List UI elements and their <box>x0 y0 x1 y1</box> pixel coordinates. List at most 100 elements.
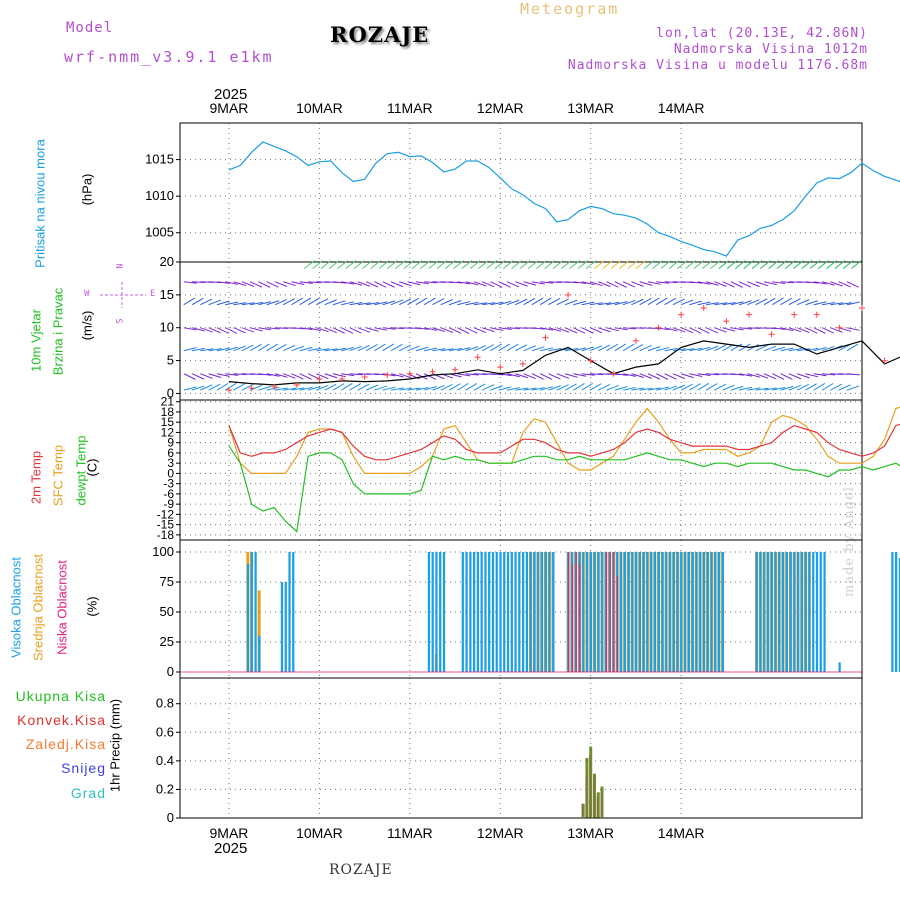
wind-barb <box>589 383 602 391</box>
high-cloud-bar <box>785 552 788 672</box>
wind-barb <box>664 385 678 391</box>
high-cloud-bar <box>250 552 253 672</box>
wind-barb <box>573 373 587 377</box>
wind-barb <box>216 300 230 306</box>
high-cloud-bar <box>514 552 517 672</box>
wind-barb <box>507 327 521 330</box>
wind-barb <box>805 327 818 334</box>
wind-barb <box>564 373 578 378</box>
y-tick-label: 0.6 <box>156 724 174 739</box>
wind-barb <box>332 281 346 284</box>
wind-gust-marker <box>881 357 888 364</box>
wind-barb <box>735 260 746 269</box>
wind-barb <box>705 373 720 376</box>
wind-barb <box>730 327 744 331</box>
wind-barb <box>738 281 752 288</box>
panel-frame <box>179 399 863 541</box>
wind-barb <box>407 281 421 286</box>
wind-barb <box>357 327 371 333</box>
wind-barb <box>788 348 802 352</box>
wind-barb <box>631 298 644 306</box>
wind-barb <box>813 301 827 306</box>
wind-barb <box>241 302 255 306</box>
wind-barb <box>519 260 531 269</box>
wind-barb <box>747 281 760 288</box>
wind-barb <box>448 383 461 391</box>
wind-barb <box>614 373 628 376</box>
wind-barb <box>415 386 429 391</box>
wind-barb <box>258 373 272 376</box>
wind-barb <box>722 281 735 288</box>
wind-barb <box>216 373 230 377</box>
wind-barb <box>515 298 528 306</box>
wind-barb <box>465 281 479 286</box>
wind-barb <box>191 373 205 380</box>
wind-barb <box>730 281 743 288</box>
wind-barb <box>324 299 337 306</box>
wind-barb <box>473 327 487 334</box>
wind-barb <box>846 343 859 352</box>
low-cloud-bar <box>579 564 581 672</box>
wind-barb <box>192 281 206 284</box>
high-cloud-bar <box>506 552 510 672</box>
wind-barb <box>672 298 685 306</box>
high-cloud-bar <box>461 552 464 672</box>
wind-gust-marker <box>248 385 255 392</box>
wind-barb <box>606 281 619 288</box>
wind-barb <box>382 281 395 288</box>
wind-barb <box>266 373 280 377</box>
wind-barb <box>523 281 537 286</box>
model-label: Model <box>66 20 114 36</box>
wind-gust-marker <box>632 337 639 344</box>
wind-barb <box>324 373 338 379</box>
high-cloud-bar <box>589 552 593 672</box>
high-cloud-bar <box>665 552 668 672</box>
high-cloud-bar <box>465 552 468 672</box>
wind-barb <box>390 387 404 391</box>
wind-barb <box>225 346 238 352</box>
wind-barb <box>585 260 597 269</box>
wind-barb <box>830 327 843 333</box>
wind-gust-marker <box>610 370 617 377</box>
high-cloud-bar <box>495 552 498 672</box>
wind-barb <box>527 260 539 269</box>
wind-barb <box>432 327 446 332</box>
wind-barb <box>805 281 819 284</box>
legend-total-rain: Ukupna Kisa <box>15 688 106 704</box>
wind-barb <box>328 260 340 269</box>
wind-barb <box>780 347 794 352</box>
high-cloud-bar <box>657 552 660 672</box>
wind-barb <box>705 281 719 286</box>
wind-barb <box>249 343 262 352</box>
wind-barb <box>506 281 520 288</box>
wind-barb <box>826 260 837 269</box>
wind-barb <box>788 373 802 380</box>
wind-barb <box>324 327 337 334</box>
high-cloud-bar <box>525 552 529 672</box>
wind-barb <box>842 260 854 269</box>
legend-convective-rain: Konvek.Kisa <box>17 712 106 728</box>
wind-barb <box>714 383 727 391</box>
wind-gust-marker <box>813 311 820 318</box>
wind-barb <box>208 327 221 334</box>
year-top: 2025 <box>214 86 248 103</box>
wind-barb <box>730 385 744 391</box>
wind-barb <box>664 347 678 352</box>
high-cloud-bar <box>838 662 841 672</box>
wind-barb <box>598 327 611 333</box>
wind-barb <box>540 386 553 391</box>
freezing-rain-bar <box>600 789 603 818</box>
y-tick-label: 12 <box>161 425 175 439</box>
wind-barb <box>469 260 481 269</box>
wind-barb <box>656 347 670 352</box>
wind-barb <box>780 373 793 380</box>
wind-barb <box>631 281 644 287</box>
wind-barb <box>390 299 404 306</box>
wind-barb <box>813 373 827 377</box>
wind-barb <box>258 301 272 306</box>
high-cloud-bar <box>793 552 796 672</box>
wind-barb <box>589 345 603 352</box>
high-cloud-bar <box>766 552 770 672</box>
wind-barb <box>506 299 520 306</box>
wind-barb <box>324 348 338 352</box>
